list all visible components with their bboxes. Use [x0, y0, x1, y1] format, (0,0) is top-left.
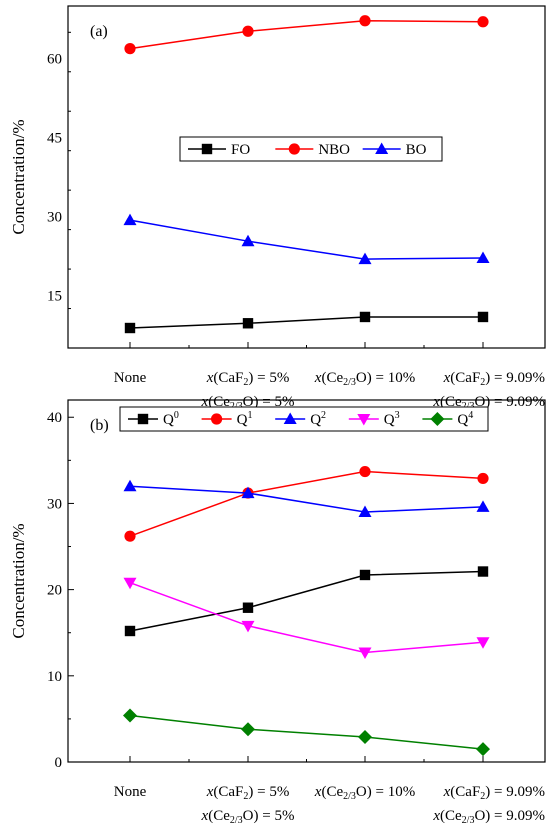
- legend-marker: [211, 413, 223, 425]
- data-point: [477, 311, 489, 323]
- data-point: [358, 505, 372, 518]
- data-point: [124, 43, 136, 55]
- series-1: [124, 15, 489, 55]
- legend-marker: [375, 142, 389, 154]
- data-point: [242, 602, 254, 613]
- y-tick-label: 30: [47, 209, 62, 225]
- legend-label: BO: [406, 142, 427, 158]
- legend-label: Q0: [163, 410, 179, 428]
- series-line: [129, 470, 484, 537]
- series-line: [129, 582, 484, 654]
- legend: FO NBO BO: [179, 136, 443, 162]
- legend-label: Q4: [457, 410, 473, 428]
- legend-marker: [201, 143, 213, 155]
- series-2: [123, 479, 490, 518]
- data-point: [124, 625, 136, 637]
- series-2: [123, 213, 490, 265]
- data-point: [477, 566, 489, 577]
- data-point: [242, 25, 254, 37]
- y-tick-label: 20: [47, 583, 62, 599]
- data-point: [241, 620, 255, 633]
- x-tick-label: x(Ce2/3O) = 5%: [201, 808, 295, 826]
- legend-label: FO: [231, 142, 250, 158]
- legend-marker: [288, 143, 300, 155]
- data-point: [123, 708, 137, 723]
- data-point: [123, 577, 137, 590]
- series-1: [124, 465, 489, 542]
- legend-label: NBO: [318, 142, 350, 158]
- x-tick-label: x(CaF2) = 9.09%: [443, 784, 545, 802]
- plot-frame: [67, 399, 546, 763]
- y-tick-label: 30: [47, 496, 62, 512]
- series-line: [129, 19, 484, 50]
- data-point: [477, 472, 489, 485]
- legend-label: Q3: [384, 410, 400, 428]
- y-tick-label: 40: [47, 410, 62, 426]
- data-point: [359, 465, 371, 478]
- data-point: [124, 322, 136, 334]
- legend-label: Q2: [310, 410, 326, 428]
- legend-marker: [137, 413, 149, 425]
- series-0: [124, 311, 489, 334]
- series-line: [129, 219, 484, 260]
- series-line: [129, 316, 483, 329]
- data-point: [123, 479, 137, 492]
- data-point: [359, 311, 371, 323]
- data-point: [476, 637, 490, 649]
- y-tick-label: 15: [47, 288, 62, 304]
- data-point: [476, 742, 490, 757]
- x-tick-label: x(Ce2/3O) = 9.09%: [432, 394, 545, 412]
- x-tick-label: None: [114, 370, 147, 386]
- series-4: [123, 708, 490, 757]
- y-tick-label: 10: [47, 669, 62, 685]
- legend-marker: [357, 414, 371, 426]
- panel-b: 0 10 20 30 40 None x(CaF2) = 5% x(Ce2/3O) = 5% x…: [9, 399, 546, 826]
- series-3: [123, 577, 490, 660]
- x-tick-label: x(Ce2/3O) = 9.09%: [432, 808, 545, 826]
- x-tick-label: x(Ce2/3O) = 10%: [314, 784, 415, 802]
- y-tick-label: 60: [47, 52, 62, 68]
- data-point: [358, 252, 372, 265]
- data-point: [241, 234, 255, 247]
- y-axis-title: Concentration/%: [9, 119, 28, 234]
- series-0: [124, 566, 489, 637]
- data-point: [124, 530, 136, 542]
- y-tick-label: 45: [47, 131, 62, 147]
- data-point: [123, 213, 137, 226]
- data-point: [241, 486, 255, 499]
- legend-marker: [430, 412, 445, 426]
- data-point: [359, 15, 371, 27]
- y-tick-label: 0: [55, 755, 63, 771]
- series-line: [129, 714, 484, 750]
- legend-marker: [283, 412, 297, 424]
- x-tick-label: x(CaF2) = 5%: [206, 784, 290, 802]
- legend: Q0 Q1 Q2 Q3 Q4: [119, 406, 489, 432]
- data-point: [241, 722, 255, 737]
- x-tick-label: None: [114, 784, 147, 800]
- plot-frame: [67, 5, 546, 349]
- panel-label: (b): [90, 417, 109, 434]
- panel-label: (a): [90, 23, 108, 40]
- data-point: [476, 500, 490, 512]
- series-line: [129, 485, 484, 513]
- x-tick-label: x(CaF2) = 5%: [206, 370, 290, 388]
- data-point: [242, 318, 254, 329]
- data-point: [477, 16, 489, 28]
- y-axis-title: Concentration/%: [9, 523, 28, 638]
- series-line: [129, 570, 484, 632]
- legend-label: Q1: [237, 410, 253, 428]
- data-point: [358, 647, 372, 660]
- data-point: [359, 569, 371, 581]
- x-tick-label: x(CaF2) = 9.09%: [443, 370, 545, 388]
- data-point: [476, 251, 490, 264]
- x-tick-label: x(Ce2/3O) = 10%: [314, 370, 415, 388]
- data-point: [358, 730, 372, 745]
